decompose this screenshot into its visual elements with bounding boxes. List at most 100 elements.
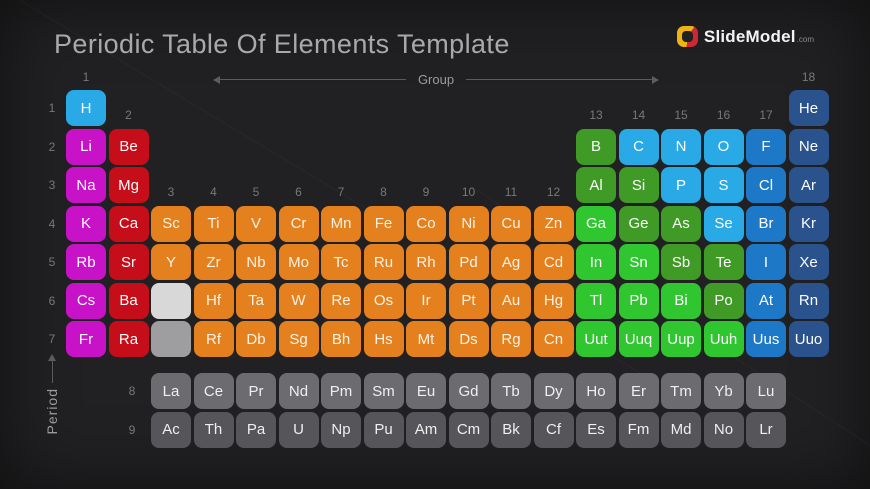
element-Fm: Fm: [618, 411, 659, 448]
period-number-3: 3: [48, 178, 56, 192]
element-Sn: Sn: [618, 244, 659, 280]
element-Cf: Cf: [533, 411, 574, 448]
group-number-3: 3: [167, 185, 175, 199]
slidemodel-logo-icon: [676, 26, 698, 47]
element-Hg: Hg: [533, 282, 574, 319]
period-number-8: 8: [128, 384, 136, 398]
element-Rb: Rb: [66, 244, 106, 280]
group-axis: Group: [213, 72, 660, 87]
slidemodel-logo-text: SlideModel: [703, 26, 796, 46]
element-Cn: Cn: [533, 321, 574, 357]
element-Ra: Ra: [108, 321, 149, 357]
element-Lr: Lr: [746, 411, 786, 448]
arrow-right-icon: [652, 75, 660, 84]
element-Kr: Kr: [788, 205, 829, 242]
element-Uuq: Uuq: [618, 321, 659, 357]
element-Rf: Rf: [193, 321, 234, 357]
element-Zn: Zn: [533, 205, 574, 242]
element-Fr: Fr: [66, 321, 106, 357]
element-Al: Al: [576, 167, 616, 203]
element-Au: Au: [491, 282, 531, 319]
group-number-9: 9: [422, 185, 430, 199]
element-Bh: Bh: [321, 321, 361, 357]
element-Ds: Ds: [448, 321, 489, 357]
element-N: N: [661, 128, 701, 165]
group-axis-label: Group: [417, 72, 455, 87]
group-number-18: 18: [801, 69, 816, 84]
element-Rh: Rh: [406, 244, 446, 280]
group-number-16: 16: [716, 108, 731, 122]
element-Dy: Dy: [533, 373, 574, 409]
element-Hs: Hs: [363, 321, 404, 357]
element-Se: Se: [703, 205, 744, 242]
placeholder-tile: [151, 282, 191, 319]
element-Ar: Ar: [788, 167, 829, 203]
group-number-5: 5: [252, 185, 260, 199]
period-number-2: 2: [48, 139, 56, 154]
group-number-11: 11: [504, 185, 518, 199]
element-Hf: Hf: [193, 282, 234, 319]
element-Th: Th: [193, 411, 234, 448]
period-number-9: 9: [128, 422, 136, 437]
element-Cd: Cd: [533, 244, 574, 280]
element-Uuh: Uuh: [703, 321, 744, 357]
slidemodel-logo-tld: .com: [796, 35, 814, 44]
element-U: U: [278, 411, 319, 448]
element-Tc: Tc: [321, 244, 361, 280]
axis-line: [51, 361, 53, 383]
element-B: B: [576, 128, 616, 165]
group-number-6: 6: [295, 185, 302, 199]
element-No: No: [703, 411, 744, 448]
element-Er: Er: [618, 373, 659, 409]
element-Ni: Ni: [448, 205, 489, 242]
element-Ti: Ti: [193, 205, 234, 242]
group-number-8: 8: [380, 185, 387, 199]
element-Ba: Ba: [108, 282, 149, 319]
element-Be: Be: [108, 128, 149, 165]
element-Sr: Sr: [108, 244, 149, 280]
element-Sb: Sb: [661, 244, 701, 280]
period-number-6: 6: [48, 293, 56, 308]
element-Re: Re: [321, 282, 361, 319]
element-In: In: [576, 244, 616, 280]
axis-line: [220, 79, 406, 80]
axis-line: [466, 79, 653, 80]
element-P: P: [661, 167, 701, 203]
period-axis: Period: [36, 354, 68, 459]
element-Te: Te: [703, 244, 744, 280]
element-Ho: Ho: [576, 373, 616, 409]
element-Mt: Mt: [406, 321, 446, 357]
group-number-2: 2: [125, 108, 132, 122]
element-Uup: Uup: [661, 321, 701, 357]
element-W: W: [278, 282, 319, 319]
element-Pa: Pa: [236, 411, 276, 448]
element-Md: Md: [661, 411, 701, 448]
element-Pr: Pr: [236, 373, 276, 409]
slidemodel-logo[interactable]: SlideModel .com: [676, 26, 814, 47]
page-title: Periodic Table Of Elements Template: [54, 29, 510, 59]
element-Mo: Mo: [278, 244, 319, 280]
element-Br: Br: [746, 205, 786, 242]
element-Sg: Sg: [278, 321, 319, 357]
group-number-14: 14: [631, 108, 646, 122]
element-Yb: Yb: [703, 373, 744, 409]
element-Ac: Ac: [151, 411, 191, 448]
element-As: As: [661, 205, 701, 242]
element-Lu: Lu: [746, 373, 786, 409]
element-Ne: Ne: [788, 128, 829, 165]
period-number-7: 7: [48, 332, 56, 346]
element-Y: Y: [151, 244, 191, 280]
element-Rg: Rg: [491, 321, 531, 357]
element-Bi: Bi: [661, 282, 701, 319]
element-H: H: [66, 90, 106, 126]
element-Ca: Ca: [108, 205, 149, 242]
element-Eu: Eu: [406, 373, 446, 409]
element-F: F: [746, 128, 786, 165]
element-Pm: Pm: [321, 373, 361, 409]
element-Uuo: Uuo: [788, 321, 829, 357]
element-Cr: Cr: [278, 205, 319, 242]
element-Sm: Sm: [363, 373, 404, 409]
element-Zr: Zr: [193, 244, 234, 280]
